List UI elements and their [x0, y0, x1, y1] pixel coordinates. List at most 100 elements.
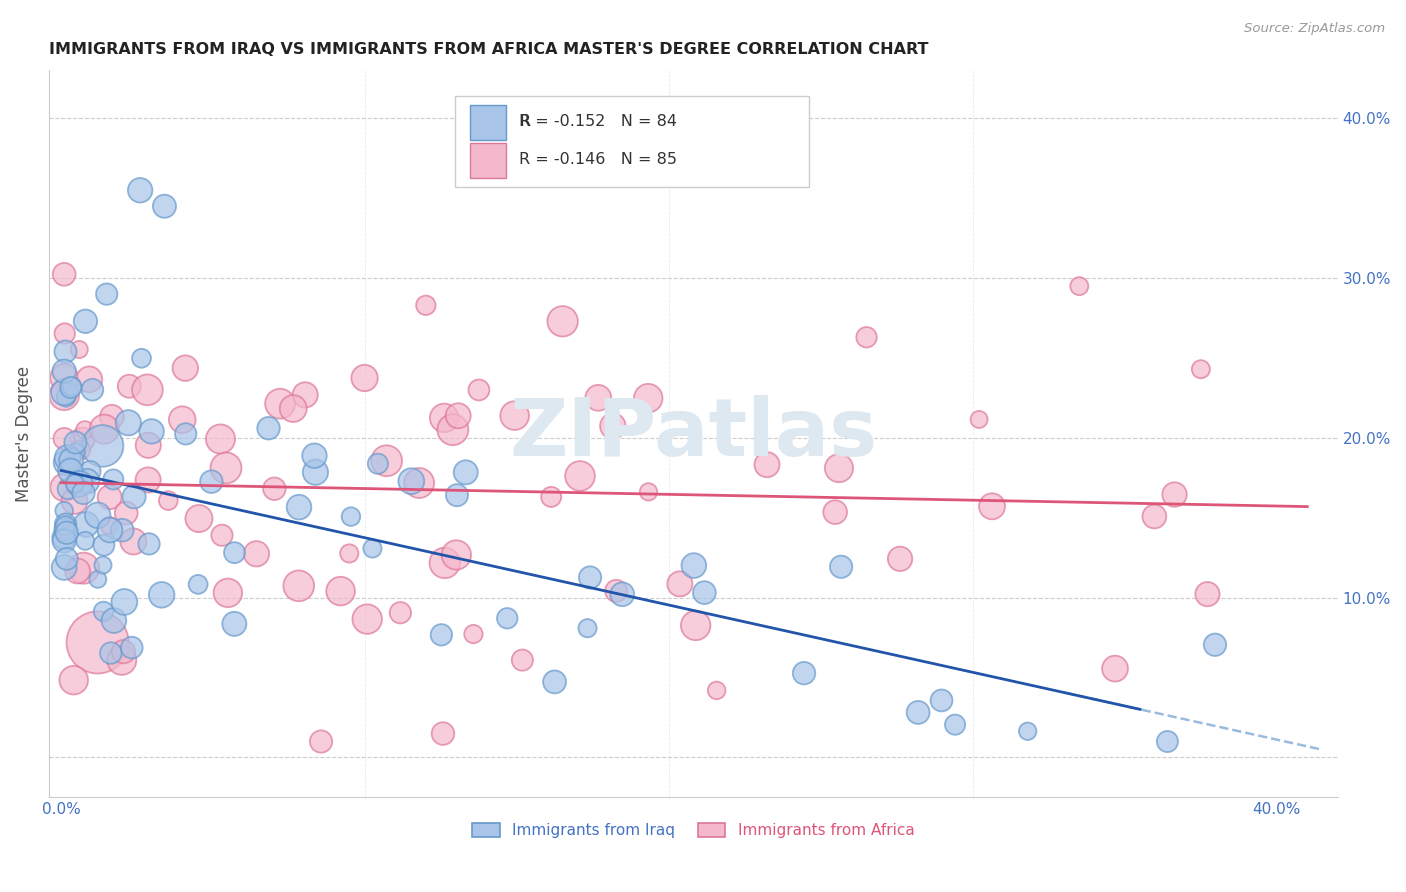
Point [59, 380, 82, 394]
Point [121, 640, 143, 655]
Point [79, 372, 101, 386]
Point [93, 538, 115, 552]
Point [543, 674, 565, 689]
Point [329, 584, 352, 599]
Point [55, 522, 77, 536]
Point [98, 490, 121, 504]
Point [56, 482, 79, 496]
Point [59, 464, 82, 478]
Point [91, 558, 114, 572]
Point [122, 490, 145, 504]
Point [129, 183, 152, 197]
Point [257, 421, 280, 435]
Point [55, 455, 77, 469]
Point [468, 383, 491, 397]
Point [215, 461, 238, 475]
Point [981, 500, 1004, 514]
Point [86, 635, 108, 649]
Point [503, 409, 526, 423]
Point [53, 531, 76, 545]
Point [118, 379, 141, 393]
Text: IMMIGRANTS FROM IRAQ VS IMMIGRANTS FROM AFRICA MASTER'S DEGREE CORRELATION CHART: IMMIGRANTS FROM IRAQ VS IMMIGRANTS FROM … [49, 42, 928, 57]
Text: R = -0.152   N = 84: R = -0.152 N = 84 [519, 114, 678, 128]
Point [401, 474, 423, 488]
Point [55, 525, 77, 540]
Point [111, 523, 134, 537]
Point [60, 379, 83, 393]
FancyBboxPatch shape [471, 105, 506, 140]
Point [209, 432, 232, 446]
Point [91, 439, 114, 453]
Point [63, 476, 86, 491]
Point [263, 482, 285, 496]
Point [53, 533, 76, 548]
Point [224, 546, 246, 560]
Point [288, 500, 311, 515]
FancyBboxPatch shape [471, 143, 506, 178]
Point [943, 717, 966, 731]
Point [433, 556, 456, 570]
Point [576, 621, 599, 635]
Point [150, 588, 173, 602]
Point [967, 412, 990, 426]
Point [76, 474, 98, 488]
Point [706, 683, 728, 698]
Point [75, 533, 97, 548]
Point [82, 383, 104, 397]
Point [131, 351, 153, 366]
Point [907, 706, 929, 720]
Point [441, 423, 464, 437]
Legend: Immigrants from Iraq, Immigrants from Africa: Immigrants from Iraq, Immigrants from Af… [467, 816, 921, 845]
Point [283, 401, 305, 416]
Point [53, 326, 76, 341]
Point [72, 561, 94, 575]
Point [432, 726, 454, 740]
Point [86, 508, 108, 523]
Point [172, 413, 194, 427]
Point [389, 606, 412, 620]
Point [55, 344, 77, 359]
Point [75, 517, 97, 532]
Point [855, 330, 877, 344]
Point [446, 548, 468, 562]
Point [136, 473, 159, 487]
Point [53, 268, 76, 282]
Point [122, 534, 145, 549]
Point [111, 653, 134, 667]
Point [693, 585, 716, 599]
Point [612, 587, 634, 601]
Point [361, 541, 384, 556]
Point [53, 385, 76, 400]
Point [69, 443, 91, 458]
Point [55, 518, 77, 533]
Point [112, 595, 135, 609]
Point [136, 383, 159, 397]
Point [602, 419, 624, 434]
Point [72, 486, 94, 500]
Point [496, 611, 519, 625]
Point [87, 572, 110, 586]
Point [669, 577, 692, 591]
Point [447, 409, 470, 423]
Point [224, 616, 246, 631]
Point [685, 618, 707, 632]
Point [463, 627, 485, 641]
Point [174, 361, 197, 376]
Point [65, 435, 87, 450]
Point [112, 645, 135, 659]
Point [157, 493, 180, 508]
Point [65, 445, 87, 459]
Point [62, 673, 84, 688]
Point [889, 552, 911, 566]
Point [75, 314, 97, 328]
Point [174, 426, 197, 441]
Point [100, 646, 122, 660]
Point [824, 505, 846, 519]
Text: ZIPatlas: ZIPatlas [509, 395, 877, 473]
Point [304, 449, 326, 463]
Point [1204, 638, 1226, 652]
Point [138, 537, 160, 551]
Point [115, 506, 138, 520]
Point [72, 433, 94, 447]
Point [53, 480, 76, 494]
